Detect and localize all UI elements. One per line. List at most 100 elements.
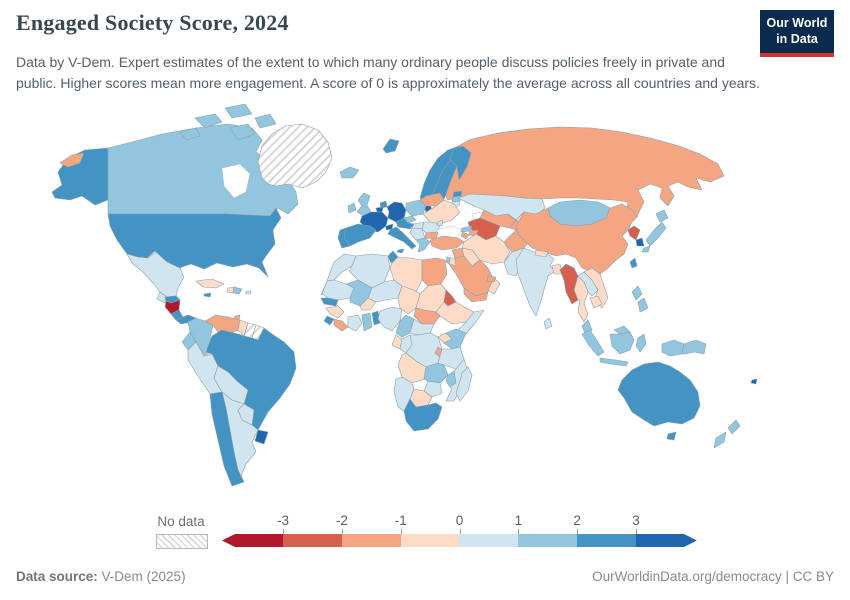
country-north-korea[interactable] (627, 225, 641, 241)
country-nepal[interactable] (534, 249, 549, 258)
country-india[interactable] (515, 247, 557, 317)
country-new-zealand-south[interactable] (713, 431, 727, 449)
country-vietnam[interactable] (583, 267, 609, 309)
country-liberia[interactable] (333, 318, 349, 332)
legend-segment-2 to 3[interactable] (577, 534, 636, 547)
country-philippines-north[interactable] (631, 285, 643, 301)
country-indonesia-papua[interactable] (661, 339, 685, 357)
country-canada[interactable] (194, 113, 223, 129)
country-indonesia-borneo[interactable] (609, 331, 635, 355)
country-iran[interactable] (461, 233, 511, 265)
country-svalbard[interactable] (382, 138, 400, 154)
country-morocco[interactable] (326, 253, 357, 282)
legend-segment--3 to -2[interactable] (283, 534, 342, 547)
country-zambia[interactable] (423, 362, 449, 384)
country-finland[interactable] (449, 145, 472, 181)
country-zimbabwe[interactable] (423, 380, 443, 398)
footer-right: OurWorldinData.org/democracy | CC BY (592, 569, 834, 584)
country-chile[interactable] (209, 391, 245, 487)
country-puerto-rico[interactable] (245, 290, 252, 295)
country-australia[interactable] (617, 361, 701, 427)
country-canada[interactable] (229, 123, 256, 141)
country-mozambique[interactable] (445, 358, 469, 402)
country-cambodia[interactable] (589, 295, 603, 309)
country-philippines-south[interactable] (637, 297, 649, 313)
country-japan-hokkaido[interactable] (655, 209, 669, 223)
country-ireland[interactable] (347, 202, 357, 214)
country-moldova[interactable] (436, 219, 444, 227)
country-greece[interactable] (415, 237, 431, 253)
country-italy[interactable] (387, 226, 417, 250)
country-egypt[interactable] (421, 257, 448, 287)
country-indonesia-sumatra[interactable] (581, 329, 605, 357)
country-canada[interactable] (224, 103, 253, 119)
country-sierra-leone[interactable] (323, 315, 335, 326)
country-usa[interactable] (107, 207, 282, 278)
country-jamaica[interactable] (203, 292, 212, 298)
legend-segment--1 to 0[interactable] (400, 534, 460, 547)
country-israel[interactable] (445, 256, 451, 265)
country-senegal[interactable] (320, 297, 339, 307)
country-benin[interactable] (371, 310, 381, 326)
country-tasmania[interactable] (666, 431, 677, 441)
hudson-bay (221, 163, 251, 199)
country-ivory-coast[interactable] (347, 314, 363, 332)
country-indonesia-java[interactable] (599, 357, 629, 367)
country-armenia[interactable] (460, 231, 470, 240)
country-thailand[interactable] (573, 275, 589, 323)
legend-segment--2 to -1[interactable] (341, 534, 401, 547)
country-sri-lanka[interactable] (543, 317, 553, 330)
country-russia-east[interactable] (59, 152, 85, 168)
country-yemen[interactable] (463, 287, 489, 303)
owid-logo[interactable]: Our World in Data (760, 10, 834, 58)
map-legend: No data -3 -2 -1 0 1 2 3 (0, 512, 850, 556)
country-burkina-faso[interactable] (359, 297, 377, 311)
country-new-zealand-north[interactable] (727, 419, 741, 435)
country-iceland[interactable] (339, 166, 360, 179)
country-south-africa[interactable] (403, 398, 443, 432)
country-ghana[interactable] (361, 312, 373, 332)
owid-link[interactable]: OurWorldinData.org/democracy (592, 569, 782, 584)
country-portugal[interactable] (337, 227, 351, 249)
country-greenland[interactable] (257, 123, 333, 189)
country-fiji[interactable] (750, 378, 758, 385)
country-canada[interactable] (179, 127, 201, 141)
country-bulgaria[interactable] (424, 231, 439, 240)
country-guatemala[interactable] (156, 291, 168, 304)
legend-segment-below -3[interactable] (222, 534, 283, 547)
country-bangladesh[interactable] (551, 263, 563, 275)
legend-segment-1 to 2[interactable] (518, 534, 578, 547)
legend-segment-0 to 1[interactable] (459, 534, 519, 547)
country-uk[interactable] (356, 192, 372, 217)
country-papua-new-guinea[interactable] (681, 339, 707, 355)
country-turkey[interactable] (429, 235, 465, 251)
country-uae[interactable] (486, 275, 497, 283)
country-canada[interactable] (254, 113, 277, 129)
country-taiwan[interactable] (629, 257, 638, 269)
country-indonesia-sulawesi[interactable] (635, 333, 647, 353)
country-cuba[interactable] (195, 278, 225, 289)
country-oman[interactable] (487, 277, 501, 295)
country-myanmar[interactable] (559, 263, 579, 305)
legend-segment-above 3[interactable] (636, 534, 697, 547)
legend-colorbar[interactable] (222, 534, 697, 547)
country-japan-kyushu[interactable] (641, 245, 651, 253)
country-guinea[interactable] (325, 305, 345, 319)
country-chad[interactable] (397, 285, 421, 315)
license-link[interactable]: CC BY (792, 569, 834, 584)
country-south-korea[interactable] (635, 237, 645, 247)
country-uruguay[interactable] (254, 429, 269, 445)
country-spain[interactable] (343, 223, 377, 247)
country-belgium[interactable] (375, 206, 384, 213)
no-data-swatch[interactable] (156, 534, 208, 549)
country-dominican-republic[interactable] (232, 286, 243, 295)
country-sicily[interactable] (396, 248, 405, 254)
country-netherlands[interactable] (379, 200, 388, 209)
country-nigeria[interactable] (377, 306, 403, 332)
country-mexico[interactable] (126, 251, 185, 298)
country-china[interactable] (515, 203, 639, 275)
country-japan-honshu[interactable] (645, 221, 667, 247)
country-madagascar[interactable] (455, 366, 473, 402)
country-south-sudan[interactable] (413, 307, 441, 325)
